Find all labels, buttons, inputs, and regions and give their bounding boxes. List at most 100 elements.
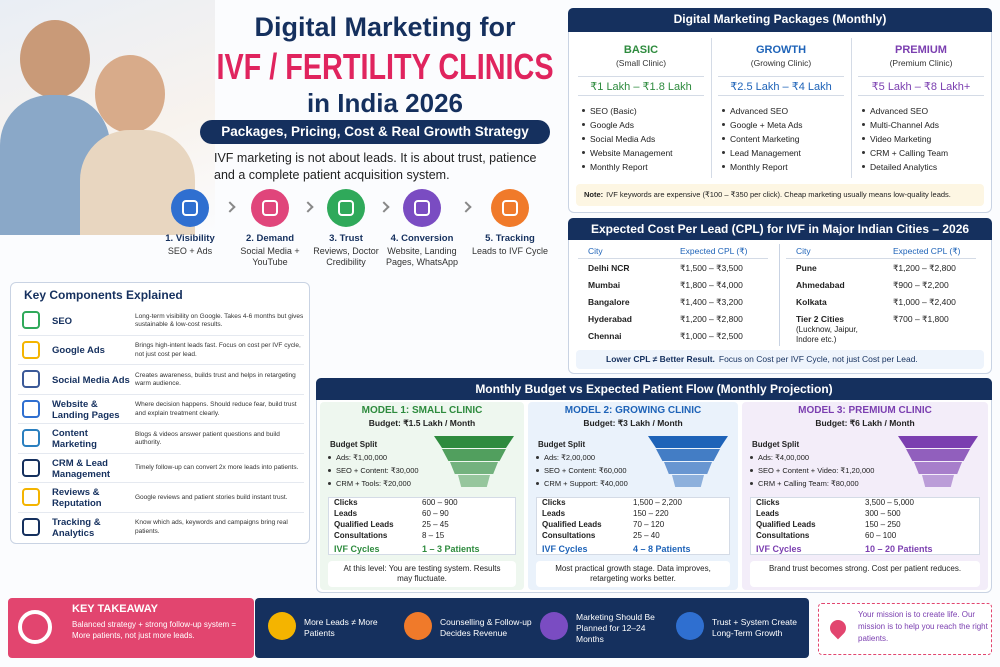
- plan-feature: Detailed Analytics: [862, 162, 988, 172]
- funnel-layer: [898, 436, 978, 448]
- split-item: SEO + Content: ₹30,000: [328, 466, 442, 475]
- step-desc: Website, Landing Pages, WhatsApp: [385, 246, 459, 267]
- component-desc: Timely follow-up can convert 2x more lea…: [135, 464, 299, 472]
- component-desc: Where decision happens. Should reduce fe…: [135, 401, 297, 417]
- note-label: Note:: [584, 190, 604, 199]
- plan-feature: SEO (Basic): [582, 106, 708, 116]
- footer-item: Marketing Should Be Planned for 12–24 Mo…: [576, 611, 655, 644]
- table-bg: [536, 497, 730, 555]
- component-icon: [22, 517, 40, 536]
- model-panel: [742, 402, 988, 590]
- component-desc: Google reviews and patient stories build…: [135, 493, 288, 501]
- tagline: IVF marketing is not about leads. It is …: [214, 151, 537, 182]
- row-label: Consultations: [756, 531, 810, 540]
- split-item: Ads: ₹2,00,000: [536, 453, 656, 462]
- cpl-value: ₹1,000 – ₹2,500: [680, 331, 743, 341]
- plan-feature: CRM + Calling Team: [862, 148, 988, 158]
- chevron: [302, 201, 314, 213]
- step-icon-glyph: [338, 200, 354, 216]
- divider: [18, 393, 304, 395]
- row-value: 10 – 20 Patients: [865, 544, 933, 554]
- footer-icon: [268, 612, 296, 640]
- component-icon: [22, 340, 40, 359]
- model-budget: Budget: ₹6 Lakh / Month: [815, 418, 915, 428]
- row-label: IVF Cycles: [756, 544, 802, 554]
- model-panel: [320, 402, 524, 590]
- step-desc: Reviews, Doctor Credibility: [313, 246, 379, 267]
- table-bg: [750, 497, 980, 555]
- model-note: At this level: You are testing system. R…: [328, 561, 516, 587]
- chevron: [460, 201, 472, 213]
- cpl-header: City: [796, 246, 811, 256]
- step-icon: [327, 189, 365, 227]
- component-name: CRM & Lead Management: [52, 457, 111, 480]
- step-icon-glyph: [414, 200, 430, 216]
- note-bold: Lower CPL ≠ Better Result.: [606, 354, 715, 364]
- divider: [18, 334, 304, 336]
- funnel-layer: [648, 436, 728, 448]
- row-label: Qualified Leads: [334, 520, 394, 529]
- plan-feature: Content Marketing: [722, 134, 848, 144]
- split-item: SEO + Content: ₹60,000: [536, 466, 656, 475]
- funnel-layer: [656, 449, 720, 461]
- step-desc: SEO + Ads: [167, 246, 213, 256]
- row-label: Consultations: [334, 531, 388, 540]
- step-title: 3. Trust: [329, 233, 363, 244]
- cpl-city: Bangalore: [588, 297, 630, 307]
- step-icon-glyph: [262, 200, 278, 216]
- footer-item: More Leads ≠ More Patients: [304, 617, 378, 638]
- title-line-3: in India 2026: [306, 88, 464, 118]
- split-item: Ads: ₹1,00,000: [328, 453, 442, 462]
- cpl-city: Hyderabad: [588, 314, 632, 324]
- component-name: Social Media Ads: [52, 374, 130, 386]
- cpl-title: Expected Cost Per Lead (CPL) for IVF in …: [568, 218, 992, 240]
- funnel-layer: [906, 449, 970, 461]
- mission-box: [818, 603, 992, 655]
- row-label: Clicks: [756, 498, 780, 507]
- budget-title: Monthly Budget vs Expected Patient Flow …: [316, 378, 992, 400]
- plan-name: PREMIUM: [895, 44, 947, 56]
- plan-feature: Lead Management: [722, 148, 848, 158]
- footer-item: Trust + System Create Long-Term Growth: [712, 617, 797, 638]
- components-box: [10, 282, 310, 544]
- step-icon: [251, 189, 289, 227]
- plan-feature: Google Ads: [582, 120, 708, 130]
- plan-feature: Social Media Ads: [582, 134, 708, 144]
- footer-icon: [404, 612, 432, 640]
- chevron: [378, 201, 390, 213]
- divider: [786, 258, 976, 259]
- note-text: Focus on Cost per IVF Cycle, not just Co…: [718, 354, 918, 364]
- photo: [0, 0, 215, 235]
- step-desc: Social Media + YouTube: [240, 246, 300, 267]
- footer-icon: [540, 612, 568, 640]
- takeaway-title: KEY TAKEAWAY: [72, 603, 158, 615]
- split-item: SEO + Content + Video: ₹1,20,000: [750, 466, 906, 475]
- component-desc: Creates awareness, builds trust and help…: [135, 371, 296, 388]
- component-name: Content Marketing: [52, 428, 97, 450]
- divider: [18, 423, 304, 424]
- row-value: 60 – 100: [865, 531, 897, 540]
- footer-icon: [676, 612, 704, 640]
- takeaway-text: Balanced strategy + strong follow-up sys…: [72, 620, 237, 640]
- footer-item: Counselling & Follow-up Decides Revenue: [440, 617, 532, 638]
- subtitle: Packages, Pricing, Cost & Real Growth St…: [200, 120, 550, 144]
- plan-subtitle: (Small Clinic): [615, 58, 667, 68]
- plan-feature: Google + Meta Ads: [722, 120, 848, 130]
- row-value: 150 – 220: [633, 509, 669, 518]
- row-value: 25 – 45: [422, 520, 449, 529]
- cpl-value: ₹1,200 – ₹2,800: [680, 314, 743, 324]
- plan-feature: Website Management: [582, 148, 708, 158]
- funnel-layer: [672, 475, 704, 487]
- component-icon: [22, 488, 40, 506]
- component-icon: [22, 458, 40, 477]
- divider: [779, 244, 780, 346]
- component-name: Tracking & Analytics: [52, 516, 101, 539]
- step-icon-glyph: [182, 200, 198, 216]
- model-panel: [528, 402, 738, 590]
- step-icon: [171, 189, 209, 227]
- cpl-value: ₹1,200 – ₹2,800: [893, 263, 956, 273]
- cpl-value: ₹700 – ₹1,800: [893, 314, 949, 324]
- cpl-box: [568, 218, 992, 374]
- row-value: 3,500 – 5,000: [865, 498, 914, 507]
- model-name: MODEL 1: SMALL CLINIC: [361, 405, 483, 416]
